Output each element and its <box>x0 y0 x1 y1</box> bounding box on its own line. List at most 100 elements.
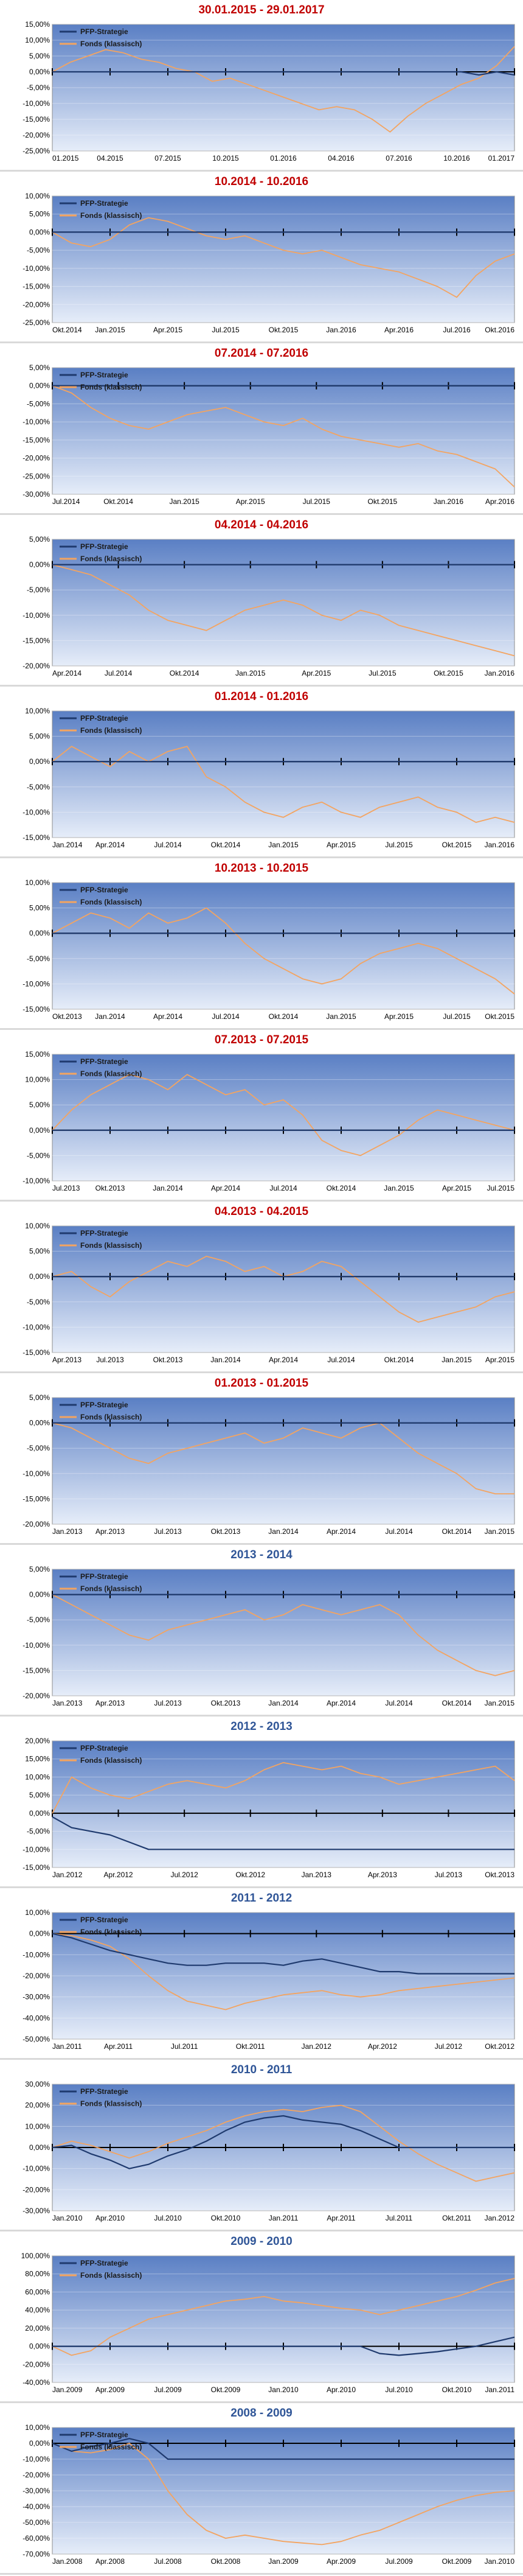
y-tick-label: -10,00% <box>23 418 50 426</box>
y-tick-label: -25,00% <box>23 472 50 480</box>
y-tick-label: -15,00% <box>23 282 50 291</box>
panel-divider <box>0 2058 523 2060</box>
x-tick-label: Apr.2015 <box>327 841 356 849</box>
legend-label: PFP-Strategie <box>80 27 128 36</box>
y-tick-label: -15,00% <box>23 1863 50 1872</box>
x-tick-label: Apr.2015 <box>236 497 265 506</box>
x-tick-label: Jul.2014 <box>385 1699 413 1707</box>
chart-svg: 100,00% 80,00% 60,00% 40,00% 20,00% 0,00% -20,… <box>21 2252 515 2394</box>
x-tick-label: Okt.2013 <box>95 1184 125 1192</box>
plot-area <box>52 195 515 323</box>
y-tick-label: 5,00% <box>29 1791 50 1799</box>
chart-title: 2011 - 2012 <box>230 1892 293 1905</box>
y-tick-label: 10,00% <box>25 2122 50 2130</box>
x-tick-label: Okt.2015 <box>368 497 398 506</box>
plot-area <box>52 2427 515 2555</box>
y-tick-label: 5,00% <box>29 364 50 372</box>
legend-label: PFP-Strategie <box>80 714 128 723</box>
panel-divider <box>0 341 523 343</box>
y-tick-label: -15,00% <box>23 1494 50 1503</box>
x-tick-label: Jan.2015 <box>485 1699 515 1707</box>
y-tick-label: 5,00% <box>29 1247 50 1256</box>
x-tick-label: Okt.2013 <box>153 1356 183 1364</box>
y-tick-label: 0,00% <box>29 1809 50 1818</box>
plot-area <box>52 882 515 1010</box>
y-tick-label: 10,00% <box>25 2424 50 2432</box>
x-tick-label: Apr.2013 <box>95 1527 125 1536</box>
legend-label: Fonds (klassisch) <box>80 383 142 391</box>
y-tick-label: -10,00% <box>23 99 50 108</box>
x-tick-label: Jan.2013 <box>52 1527 83 1536</box>
series-line-fonds <box>52 2443 515 2546</box>
x-tick-label: Okt.2015 <box>269 326 299 334</box>
series-line-pfp <box>52 1816 514 1850</box>
x-tick-label: Jul.2009 <box>385 2557 413 2566</box>
x-tick-label: Apr.2015 <box>384 1012 414 1021</box>
y-tick-label: 15,00% <box>25 21 50 29</box>
chart-title: 2010 - 2011 <box>230 2063 293 2076</box>
legend: PFP-Strategie Fonds (klassisch) <box>60 1057 142 1078</box>
panel-divider <box>0 170 523 172</box>
y-tick-label: -20,00% <box>23 2471 50 2479</box>
chart-panel: 01.2013 - 01.2015 5,00% 0,00% -5,00% -10,00%… <box>0 1373 523 1545</box>
x-tick-label: Jan.2015 <box>95 326 125 334</box>
legend-label: Fonds (klassisch) <box>80 2443 142 2451</box>
legend-label: Fonds (klassisch) <box>80 726 142 735</box>
y-tick-label: 15,00% <box>25 1755 50 1763</box>
panel-divider <box>0 2573 523 2575</box>
x-tick-label: Jan.2015 <box>485 1527 515 1536</box>
x-tick-label: Jul.2011 <box>386 2214 413 2222</box>
x-tick-label: Apr.2015 <box>442 1184 471 1192</box>
x-tick-label: Jan.2011 <box>52 2042 82 2051</box>
x-tick-label: Jul.2011 <box>171 2042 198 2051</box>
x-tick-label: Apr.2010 <box>95 2214 125 2222</box>
y-tick-label: -50,00% <box>23 2035 50 2043</box>
x-tick-label: 07.2016 <box>386 154 412 163</box>
x-tick-label: Okt.2014 <box>52 326 82 334</box>
legend: PFP-Strategie Fonds (klassisch) <box>60 199 142 220</box>
chart-title: 2008 - 2009 <box>230 2407 293 2420</box>
x-tick-label: Apr.2014 <box>153 1012 182 1021</box>
x-tick-label: Jan.2015 <box>326 1012 356 1021</box>
y-tick-label: -20,00% <box>23 131 50 139</box>
y-tick-label: -20,00% <box>23 1972 50 1980</box>
x-tick-label: Okt.2013 <box>485 1871 514 1879</box>
x-tick-label: Apr.2013 <box>95 1699 125 1707</box>
chart-panel: 2008 - 2009 10,00% 0,00% -10,00% -20,00% -30,… <box>0 2403 523 2575</box>
y-tick-label: 5,00% <box>29 210 50 219</box>
x-tick-label: Jan.2010 <box>52 2214 83 2222</box>
x-tick-label: Apr.2015 <box>153 326 182 334</box>
series-line-fonds <box>52 385 515 488</box>
chart-title: 01.2013 - 01.2015 <box>214 1377 309 1390</box>
x-tick-label: Apr.2008 <box>95 2557 125 2566</box>
legend-label: PFP-Strategie <box>80 1744 128 1752</box>
series-line-fonds <box>52 2278 515 2356</box>
x-tick-label: Apr.2014 <box>211 1184 240 1192</box>
x-tick-label: Jul.2015 <box>212 326 240 334</box>
x-tick-label: Okt.2009 <box>211 2385 241 2394</box>
y-tick-label: 20,00% <box>25 2101 50 2110</box>
legend-label: Fonds (klassisch) <box>80 40 142 48</box>
x-tick-label: Jul.2010 <box>154 2214 182 2222</box>
x-tick-label: Okt.2014 <box>211 841 241 849</box>
panel-divider <box>0 1543 523 1545</box>
chart-svg: 10,00% 5,00% 0,00% -5,00% -10,00% -15,00% -20,… <box>23 192 515 334</box>
legend-label: PFP-Strategie <box>80 1229 128 1237</box>
panel-divider <box>0 856 523 858</box>
chart-svg: 10,00% 0,00% -10,00% -20,00% -30,00% -40,00% -… <box>23 2424 515 2566</box>
chart-svg: 30,00% 20,00% 10,00% 0,00% -10,00% -20,00% -30… <box>23 2081 515 2222</box>
plot-area <box>52 1225 515 1353</box>
y-tick-label: -5,00% <box>27 1298 50 1306</box>
y-tick-label: 0,00% <box>29 228 50 236</box>
x-tick-label: Jan.2010 <box>485 2557 515 2566</box>
y-tick-label: -10,00% <box>23 1177 50 1185</box>
panel-divider <box>0 513 523 515</box>
y-tick-label: -10,00% <box>23 1469 50 1478</box>
x-tick-label: Jul.2015 <box>385 841 413 849</box>
chart-title: 2012 - 2013 <box>230 1720 293 1733</box>
x-tick-label: 04.2016 <box>328 154 355 163</box>
y-tick-label: -10,00% <box>23 1641 50 1650</box>
legend-label: Fonds (klassisch) <box>80 1413 142 1421</box>
y-tick-label: -15,00% <box>23 1666 50 1675</box>
x-tick-label: Apr.2014 <box>95 841 125 849</box>
